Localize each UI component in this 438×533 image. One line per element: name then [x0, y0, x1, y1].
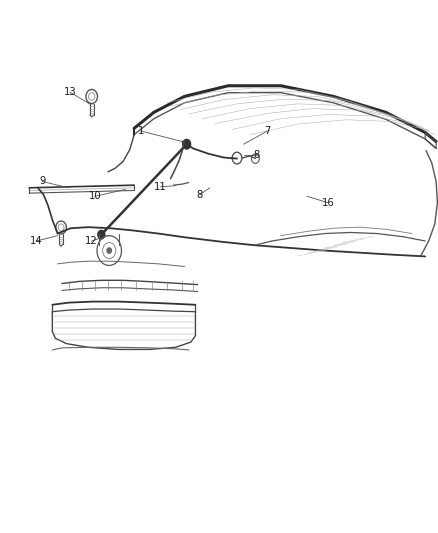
- Text: 1: 1: [137, 126, 144, 136]
- Text: 12: 12: [85, 236, 98, 246]
- Text: 14: 14: [30, 236, 43, 246]
- Text: 8: 8: [196, 190, 202, 200]
- Circle shape: [182, 140, 190, 149]
- Text: 13: 13: [64, 87, 76, 97]
- Text: 11: 11: [154, 182, 166, 192]
- Circle shape: [98, 230, 105, 239]
- Text: 9: 9: [39, 176, 46, 187]
- Text: 8: 8: [253, 150, 259, 160]
- Circle shape: [107, 248, 111, 253]
- Text: 10: 10: [88, 191, 101, 201]
- Text: 16: 16: [321, 198, 334, 208]
- Text: 7: 7: [264, 126, 270, 136]
